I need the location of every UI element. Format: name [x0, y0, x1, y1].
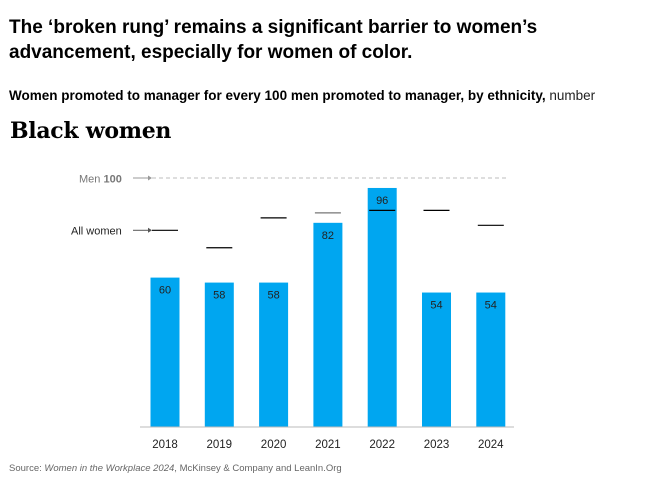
- bar-value-label-2022: 96: [376, 195, 388, 207]
- men-reference-value: 100: [103, 174, 121, 186]
- inline-legend-layer: All women: [71, 225, 152, 237]
- men-reference-prefix: Men: [79, 174, 103, 186]
- all-women-legend-label: All women: [71, 225, 122, 237]
- source-suffix: , McKinsey & Company and LeanIn.Org: [174, 463, 342, 474]
- x-tick-label-2018: 2018: [152, 439, 178, 451]
- bar-2022: [367, 187, 397, 427]
- source-note: Source: Women in the Workplace 2024, McK…: [9, 463, 342, 474]
- all-women-legend-arrowhead: [148, 227, 152, 233]
- subtitle-main: Women promoted to manager for every 100 …: [9, 88, 546, 103]
- source-prefix: Source:: [9, 463, 45, 474]
- x-tick-label-2021: 2021: [315, 439, 341, 451]
- chart-title: The ‘broken rung’ remains a significant …: [9, 17, 538, 63]
- panel-title: Black women: [10, 118, 172, 144]
- bar-2020: [259, 282, 289, 427]
- chart-subtitle: Women promoted to manager for every 100 …: [9, 87, 661, 105]
- bar-value-label-2018: 60: [159, 285, 171, 297]
- bar-value-label-2024: 54: [485, 300, 497, 312]
- bar-value-label-2020: 58: [267, 290, 279, 302]
- x-tick-label-2022: 2022: [369, 439, 395, 451]
- x-tick-label-2023: 2023: [424, 439, 450, 451]
- bar-2019: [204, 282, 234, 427]
- bar-2021: [313, 222, 343, 427]
- source-publication: Women in the Workplace 2024: [44, 463, 175, 474]
- bar-2018: [150, 277, 180, 427]
- bar-value-label-2021: 82: [322, 230, 334, 242]
- reference-layer: Men 100: [79, 174, 508, 186]
- men-reference-arrowhead: [148, 175, 152, 181]
- bar-value-label-2019: 58: [213, 290, 225, 302]
- x-tick-label-2019: 2019: [207, 439, 233, 451]
- x-tick-label-2020: 2020: [261, 439, 287, 451]
- all-women-markers-layer: [152, 209, 504, 249]
- subtitle-unit: number: [549, 88, 596, 103]
- x-axis: 2018 2019 2020 2021 2022 2023 2024: [140, 426, 514, 451]
- bar-value-label-2023: 54: [430, 300, 442, 312]
- bar-2023: [422, 292, 451, 427]
- men-reference-label: Men 100: [79, 174, 122, 186]
- x-tick-label-2024: 2024: [478, 439, 504, 451]
- bar-2024: [476, 292, 506, 427]
- bars-layer: 60 58 58 82 96 54 54: [150, 187, 506, 427]
